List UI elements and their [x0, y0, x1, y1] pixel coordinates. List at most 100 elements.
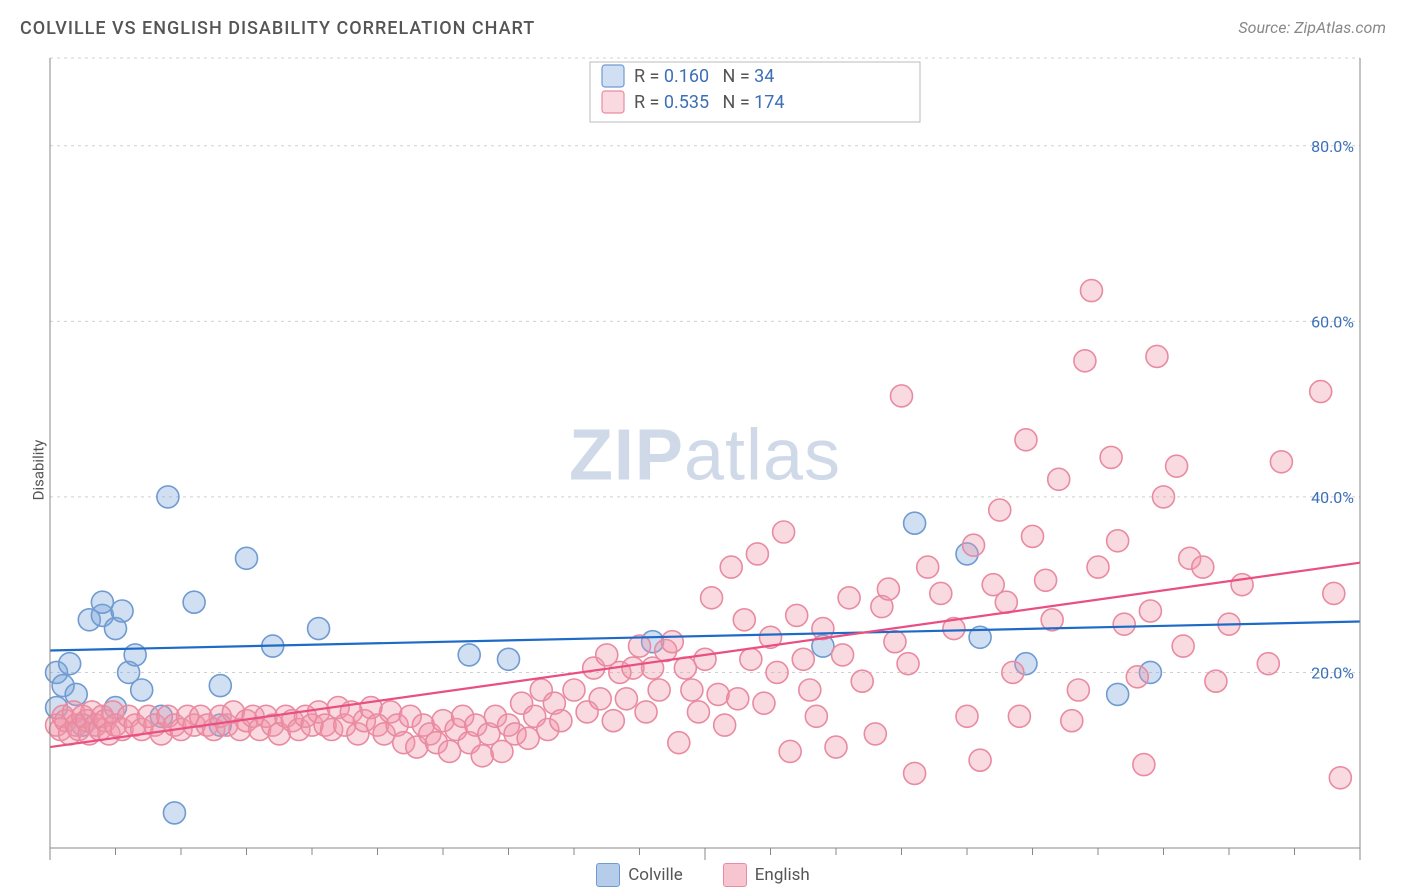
- data-point: [917, 556, 939, 578]
- data-point: [471, 745, 493, 767]
- data-point: [799, 679, 821, 701]
- data-point: [1100, 446, 1122, 468]
- y-axis-label: Disability: [29, 440, 47, 501]
- watermark: ZIPatlas: [569, 415, 841, 495]
- data-point: [59, 653, 81, 675]
- data-point: [904, 762, 926, 784]
- data-point: [897, 653, 919, 675]
- data-point: [1074, 350, 1096, 372]
- legend-swatch: [723, 863, 747, 887]
- data-point: [727, 688, 749, 710]
- data-point: [1257, 653, 1279, 675]
- trend-line: [50, 622, 1360, 651]
- data-point: [91, 591, 113, 613]
- data-point: [884, 631, 906, 653]
- data-point: [779, 740, 801, 762]
- data-point: [458, 644, 480, 666]
- data-point: [1329, 767, 1351, 789]
- data-point: [694, 648, 716, 670]
- data-point: [681, 679, 703, 701]
- data-point: [1231, 574, 1253, 596]
- data-point: [1323, 582, 1345, 604]
- data-point: [746, 543, 768, 565]
- legend-swatch: [602, 65, 624, 87]
- data-point: [825, 736, 847, 758]
- y-tick-label: 20.0%: [1311, 663, 1354, 682]
- data-point: [635, 701, 657, 723]
- correlation-text: R = 0.535 N = 174: [634, 92, 785, 113]
- data-point: [1172, 635, 1194, 657]
- data-point: [439, 740, 461, 762]
- legend-label: English: [755, 865, 810, 885]
- data-point: [563, 679, 585, 701]
- data-point: [1270, 451, 1292, 473]
- data-point: [661, 631, 683, 653]
- data-point: [864, 723, 886, 745]
- data-point: [668, 732, 690, 754]
- data-point: [740, 648, 762, 670]
- data-point: [792, 648, 814, 670]
- data-point: [1048, 468, 1070, 490]
- data-point: [1166, 455, 1188, 477]
- data-point: [308, 618, 330, 640]
- chart-svg: 20.0%40.0%60.0%80.0%ZIPatlas0.0%100.0%R …: [0, 48, 1406, 862]
- legend-label: Colville: [628, 865, 683, 885]
- data-point: [701, 587, 723, 609]
- data-point: [687, 701, 709, 723]
- data-point: [602, 710, 624, 732]
- data-point: [124, 644, 146, 666]
- correlation-text: R = 0.160 N = 34: [634, 66, 774, 87]
- data-point: [1035, 569, 1057, 591]
- data-point: [236, 547, 258, 569]
- data-point: [157, 486, 179, 508]
- data-point: [1067, 679, 1089, 701]
- y-tick-label: 40.0%: [1311, 488, 1354, 507]
- data-point: [163, 802, 185, 824]
- data-point: [773, 521, 795, 543]
- data-point: [1061, 710, 1083, 732]
- data-point: [589, 688, 611, 710]
- data-point: [1087, 556, 1109, 578]
- legend-swatch: [596, 863, 620, 887]
- data-point: [956, 705, 978, 727]
- data-point: [963, 534, 985, 556]
- data-point: [1002, 661, 1024, 683]
- data-point: [930, 582, 952, 604]
- data-point: [550, 710, 572, 732]
- data-point: [517, 727, 539, 749]
- data-point: [1192, 556, 1214, 578]
- data-point: [753, 692, 775, 714]
- data-point: [1113, 613, 1135, 635]
- data-point: [1015, 429, 1037, 451]
- legend-item: Colville: [596, 863, 683, 887]
- data-point: [209, 675, 231, 697]
- data-point: [733, 609, 755, 631]
- legend-item: English: [723, 863, 810, 887]
- data-point: [1126, 666, 1148, 688]
- data-point: [851, 670, 873, 692]
- data-point: [1139, 600, 1161, 622]
- data-point: [1107, 530, 1129, 552]
- data-point: [838, 587, 860, 609]
- data-point: [766, 661, 788, 683]
- data-point: [720, 556, 742, 578]
- data-point: [832, 644, 854, 666]
- data-point: [1080, 280, 1102, 302]
- data-point: [674, 657, 696, 679]
- data-point: [904, 512, 926, 534]
- data-point: [995, 591, 1017, 613]
- data-point: [989, 499, 1011, 521]
- data-point: [131, 679, 153, 701]
- data-point: [1107, 683, 1129, 705]
- data-point: [498, 648, 520, 670]
- data-point: [1022, 525, 1044, 547]
- data-point: [615, 688, 637, 710]
- data-point: [877, 578, 899, 600]
- data-point: [622, 657, 644, 679]
- y-tick-label: 80.0%: [1311, 137, 1354, 156]
- chart-container: Disability 20.0%40.0%60.0%80.0%ZIPatlas0…: [0, 48, 1406, 892]
- data-point: [969, 749, 991, 771]
- data-point: [1146, 345, 1168, 367]
- data-point: [1205, 670, 1227, 692]
- data-point: [1153, 486, 1175, 508]
